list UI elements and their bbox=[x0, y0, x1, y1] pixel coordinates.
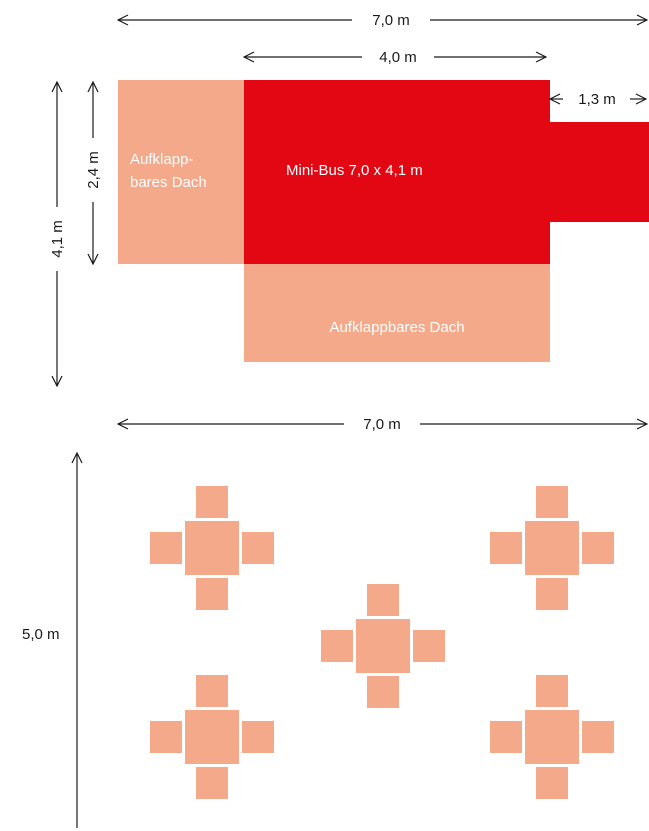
dimension-overall-depth: 4,1 m bbox=[49, 82, 66, 386]
chair-left bbox=[490, 532, 522, 564]
chair-bottom bbox=[367, 676, 399, 708]
table-groups bbox=[150, 486, 614, 799]
chair-left bbox=[150, 721, 182, 753]
chair-bottom bbox=[536, 578, 568, 610]
bottom-roof-label: Aufklappbares Dach bbox=[329, 319, 464, 336]
chair-right bbox=[242, 721, 274, 753]
dimension-seating-width: 7,0 m bbox=[118, 416, 647, 433]
dimension-seating-width-label: 7,0 m bbox=[363, 416, 401, 433]
bus-plan: Aufklapp- bares Dach Mini-Bus 7,0 x 4,1 … bbox=[49, 12, 649, 386]
chair-top bbox=[536, 675, 568, 707]
chair-left bbox=[321, 630, 353, 662]
chair-top bbox=[196, 675, 228, 707]
chair-top bbox=[536, 486, 568, 518]
bus-label: Mini-Bus 7,0 x 4,1 m bbox=[286, 162, 423, 179]
side-roof-label-line1: Aufklapp- bbox=[130, 151, 193, 168]
chair-bottom bbox=[196, 578, 228, 610]
side-roof-label-line2: bares Dach bbox=[130, 174, 207, 191]
table bbox=[525, 521, 579, 575]
bus-body bbox=[244, 80, 550, 264]
chair-bottom bbox=[536, 767, 568, 799]
chair-bottom bbox=[196, 767, 228, 799]
dimension-cab-width-label: 1,3 m bbox=[578, 91, 616, 108]
dimension-seating-depth-label: 5,0 m bbox=[22, 626, 60, 643]
dimension-bus-depth-label: 2,4 m bbox=[85, 151, 102, 189]
chair-right bbox=[582, 532, 614, 564]
dimension-overall-width-label: 7,0 m bbox=[372, 12, 410, 29]
chair-top bbox=[367, 584, 399, 616]
seating-plan: 7,0 m 5,0 m bbox=[22, 416, 647, 828]
bottom-roof-area bbox=[244, 264, 550, 362]
table bbox=[185, 710, 239, 764]
dimension-bus-body-width-label: 4,0 m bbox=[379, 49, 417, 66]
side-roof-area bbox=[118, 80, 245, 264]
table-group-2 bbox=[490, 486, 614, 610]
chair-right bbox=[413, 630, 445, 662]
chair-left bbox=[150, 532, 182, 564]
chair-top bbox=[196, 486, 228, 518]
table bbox=[356, 619, 410, 673]
dimension-seating-depth: 5,0 m bbox=[22, 453, 77, 828]
table bbox=[185, 521, 239, 575]
bus-cab bbox=[548, 122, 649, 222]
table-group-4 bbox=[150, 675, 274, 799]
dimension-overall-depth-label: 4,1 m bbox=[49, 220, 66, 258]
chair-left bbox=[490, 721, 522, 753]
table-group-5 bbox=[490, 675, 614, 799]
table bbox=[525, 710, 579, 764]
dimension-overall-width: 7,0 m bbox=[118, 12, 647, 29]
chair-right bbox=[242, 532, 274, 564]
chair-right bbox=[582, 721, 614, 753]
table-group-1 bbox=[150, 486, 274, 610]
dimension-bus-body-width: 4,0 m bbox=[244, 49, 546, 66]
table-group-3 bbox=[321, 584, 445, 708]
dimension-cab-width: 1,3 m bbox=[550, 91, 646, 108]
dimension-bus-depth: 2,4 m bbox=[85, 82, 102, 264]
